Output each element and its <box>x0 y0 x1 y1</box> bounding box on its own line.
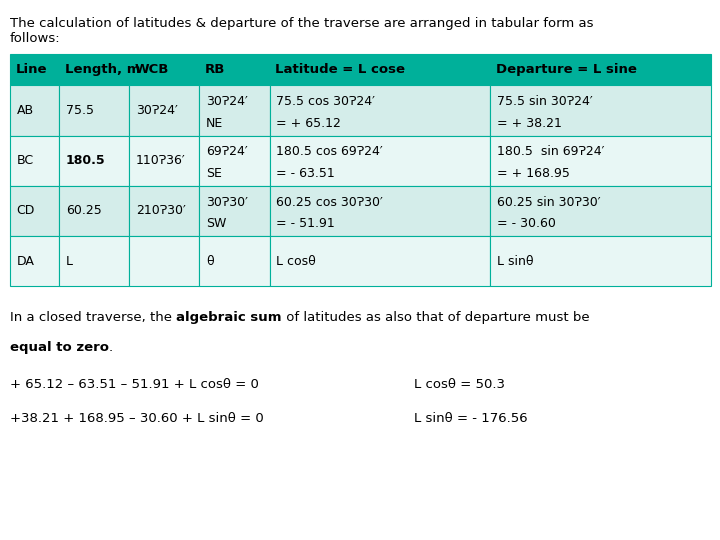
Bar <box>130 186 199 236</box>
Text: = - 63.51: = - 63.51 <box>276 167 335 180</box>
Bar <box>59 85 130 136</box>
Text: .: . <box>109 341 113 354</box>
Text: 180.5 cos 69Ɂ24′: 180.5 cos 69Ɂ24′ <box>276 145 383 158</box>
Bar <box>130 85 199 136</box>
Text: NE: NE <box>206 117 223 130</box>
Bar <box>269 136 490 186</box>
Text: θ: θ <box>206 254 214 268</box>
Text: = + 168.95: = + 168.95 <box>497 167 570 180</box>
Text: 69Ɂ24′: 69Ɂ24′ <box>206 145 248 158</box>
Text: CD: CD <box>17 204 35 218</box>
Bar <box>10 236 59 286</box>
Bar <box>199 186 269 236</box>
Text: Departure = L sine: Departure = L sine <box>496 63 637 76</box>
Text: equal to zero: equal to zero <box>10 341 109 354</box>
Text: L cosθ: L cosθ <box>276 254 316 268</box>
Text: 180.5  sin 69Ɂ24′: 180.5 sin 69Ɂ24′ <box>497 145 604 158</box>
Text: 30Ɂ24′: 30Ɂ24′ <box>206 95 248 108</box>
Text: L: L <box>66 254 73 268</box>
Text: 210Ɂ30′: 210Ɂ30′ <box>136 204 186 218</box>
Text: 75.5 cos 30Ɂ24′: 75.5 cos 30Ɂ24′ <box>276 95 375 108</box>
Bar <box>490 136 711 186</box>
Text: WCB: WCB <box>135 63 169 76</box>
Bar <box>59 236 130 286</box>
Bar <box>269 54 490 85</box>
Text: L cosθ = 50.3: L cosθ = 50.3 <box>414 378 505 391</box>
Text: BC: BC <box>17 154 34 167</box>
Bar <box>490 85 711 136</box>
Text: 180.5: 180.5 <box>66 154 105 167</box>
Bar <box>130 236 199 286</box>
Bar <box>10 186 59 236</box>
Bar <box>130 54 199 85</box>
Text: algebraic sum: algebraic sum <box>176 310 282 323</box>
Bar <box>130 136 199 186</box>
Bar <box>10 85 59 136</box>
Text: 60.25: 60.25 <box>66 204 102 218</box>
Bar <box>10 136 59 186</box>
Text: = - 51.91: = - 51.91 <box>276 218 335 231</box>
Text: Length, m: Length, m <box>65 63 140 76</box>
Text: L sinθ = - 176.56: L sinθ = - 176.56 <box>414 412 528 425</box>
Bar <box>199 236 269 286</box>
Text: SW: SW <box>206 218 226 231</box>
Text: The calculation of latitudes & departure of the traverse are arranged in tabular: The calculation of latitudes & departure… <box>10 17 593 30</box>
Text: +38.21 + 168.95 – 30.60 + L sinθ = 0: +38.21 + 168.95 – 30.60 + L sinθ = 0 <box>10 412 264 425</box>
Text: 60.25 sin 30Ɂ30′: 60.25 sin 30Ɂ30′ <box>497 195 600 208</box>
Text: 30Ɂ30′: 30Ɂ30′ <box>206 195 248 208</box>
Bar <box>199 54 269 85</box>
Bar <box>269 186 490 236</box>
Text: 30Ɂ24′: 30Ɂ24′ <box>136 104 178 117</box>
Bar <box>490 54 711 85</box>
Text: SE: SE <box>206 167 222 180</box>
Bar <box>59 54 130 85</box>
Text: DA: DA <box>17 254 35 268</box>
Bar <box>10 54 59 85</box>
Bar <box>59 136 130 186</box>
Text: 75.5: 75.5 <box>66 104 94 117</box>
Text: RB: RB <box>205 63 225 76</box>
Text: 75.5 sin 30Ɂ24′: 75.5 sin 30Ɂ24′ <box>497 95 593 108</box>
Text: L sinθ: L sinθ <box>497 254 534 268</box>
Bar <box>59 186 130 236</box>
Bar <box>269 236 490 286</box>
Bar <box>490 236 711 286</box>
Bar <box>269 85 490 136</box>
Text: = - 30.60: = - 30.60 <box>497 218 556 231</box>
Bar <box>199 85 269 136</box>
Text: 60.25 cos 30Ɂ30′: 60.25 cos 30Ɂ30′ <box>276 195 383 208</box>
Text: of latitudes as also that of departure must be: of latitudes as also that of departure m… <box>282 310 590 323</box>
Text: follows:: follows: <box>10 32 60 45</box>
Text: 110Ɂ36′: 110Ɂ36′ <box>136 154 186 167</box>
Text: + 65.12 – 63.51 – 51.91 + L cosθ = 0: + 65.12 – 63.51 – 51.91 + L cosθ = 0 <box>10 378 259 391</box>
Text: AB: AB <box>17 104 34 117</box>
Text: = + 65.12: = + 65.12 <box>276 117 341 130</box>
Text: Latitude = L cose: Latitude = L cose <box>275 63 405 76</box>
Text: Line: Line <box>16 63 48 76</box>
Bar <box>490 186 711 236</box>
Text: In a closed traverse, the: In a closed traverse, the <box>10 310 176 323</box>
Text: = + 38.21: = + 38.21 <box>497 117 562 130</box>
Bar <box>199 136 269 186</box>
